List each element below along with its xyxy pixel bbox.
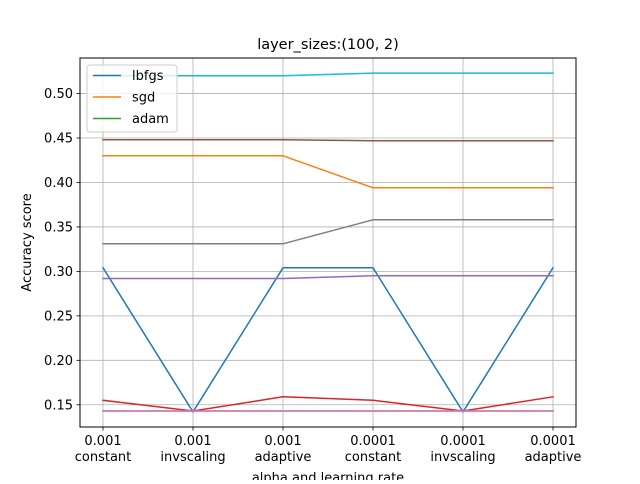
x-tick-label: 0.0001 — [530, 434, 576, 449]
series-line-sgd — [102, 155, 554, 189]
x-tick-label: adaptive — [525, 450, 582, 465]
x-tick-label: invscaling — [160, 450, 225, 465]
y-tick-label: 0.25 — [44, 309, 73, 324]
y-tick-label: 0.45 — [44, 132, 73, 147]
series-line-series-6 — [102, 139, 554, 142]
x-axis-ticks: 0.001constant0.001invscaling0.001adaptiv… — [75, 427, 582, 465]
x-tick-label: 0.001 — [264, 434, 301, 449]
y-axis-label: Accuracy score — [20, 193, 35, 291]
legend-box — [86, 64, 178, 133]
y-tick-label: 0.50 — [44, 87, 73, 102]
legend: lbfgs sgd adam — [86, 64, 178, 133]
y-axis-ticks: 0.15 0.20 0.25 0.30 0.35 0.40 0.45 0.50 — [44, 87, 80, 413]
x-tick-label: constant — [75, 450, 132, 465]
y-tick-label: 0.40 — [44, 176, 73, 191]
series-line-series-5 — [102, 275, 554, 280]
series-line-series-8 — [102, 219, 554, 245]
x-tick-label: 0.001 — [84, 434, 121, 449]
x-tick-label: adaptive — [255, 450, 312, 465]
series-lines — [101, 72, 555, 413]
x-tick-label: 0.001 — [174, 434, 211, 449]
x-axis-label: alpha and learning rate — [252, 471, 404, 480]
x-tick-label: constant — [345, 450, 402, 465]
x-tick-label: 0.0001 — [350, 434, 396, 449]
y-tick-label: 0.30 — [44, 265, 73, 280]
y-tick-label: 0.20 — [44, 354, 73, 369]
chart-title: layer_sizes:(100, 2) — [257, 37, 399, 53]
legend-label-sgd: sgd — [132, 91, 155, 106]
grid-lines — [80, 58, 576, 427]
x-tick-label: 0.0001 — [440, 434, 486, 449]
series-line-lbfgs — [101, 266, 555, 413]
legend-label-lbfgs: lbfgs — [132, 69, 164, 84]
y-tick-label: 0.35 — [44, 220, 73, 235]
series-line-series-4 — [102, 395, 554, 412]
series-line-series-9 — [102, 72, 554, 77]
plot-frame — [79, 57, 577, 428]
legend-label-adam: adam — [132, 112, 169, 127]
x-tick-label: invscaling — [430, 450, 495, 465]
y-tick-label: 0.15 — [44, 398, 73, 413]
